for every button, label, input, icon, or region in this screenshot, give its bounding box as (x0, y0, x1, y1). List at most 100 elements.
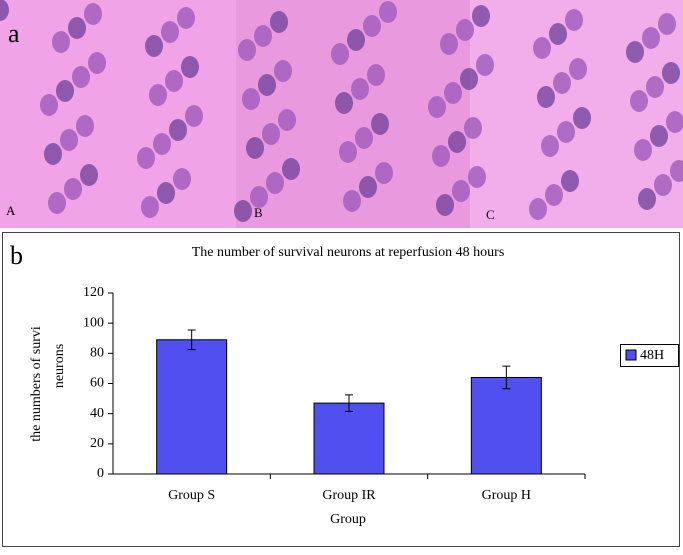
nucleus (662, 62, 680, 84)
nucleus (565, 9, 583, 31)
nucleus (638, 188, 656, 210)
nucleus (48, 192, 66, 214)
nucleus (68, 17, 86, 39)
legend-label: 48H (640, 348, 664, 363)
x-tick-label: Group IR (322, 488, 376, 503)
nucleus (76, 115, 94, 137)
nucleus (84, 3, 102, 25)
nucleus (464, 117, 482, 139)
nucleus (72, 66, 90, 88)
image-label: C (486, 207, 495, 222)
y-axis-label: the numbers of survi (29, 326, 44, 442)
nucleus (359, 176, 377, 198)
nucleus (181, 56, 199, 78)
y-tick-label: 60 (90, 376, 104, 391)
nucleus (371, 113, 389, 135)
nucleus (80, 164, 98, 186)
nucleus (432, 145, 450, 167)
nucleus (262, 123, 280, 145)
nucleus (137, 147, 155, 169)
nucleus (367, 64, 385, 86)
nucleus (278, 109, 296, 131)
nucleus (52, 31, 70, 53)
nucleus (472, 5, 490, 27)
nucleus (40, 94, 58, 116)
nucleus (630, 90, 648, 112)
bar (156, 339, 228, 475)
nucleus (456, 19, 474, 41)
x-tick-label: Group S (168, 488, 215, 503)
nucleus (347, 29, 365, 51)
nucleus (246, 137, 264, 159)
nucleus (335, 92, 353, 114)
nucleus (64, 178, 82, 200)
y-tick-label: 80 (90, 346, 104, 361)
nucleus (452, 180, 470, 202)
nucleus (165, 70, 183, 92)
nucleus (468, 166, 486, 188)
nucleus (339, 141, 357, 163)
chart-frame (2, 232, 680, 547)
nucleus (561, 170, 579, 192)
nucleus (153, 133, 171, 155)
nucleus (428, 96, 446, 118)
nucleus (444, 82, 462, 104)
nucleus (529, 198, 547, 220)
nucleus (573, 107, 591, 129)
nucleus (448, 131, 466, 153)
nucleus (185, 105, 203, 127)
image-label: A (6, 203, 16, 218)
image-label: B (254, 205, 263, 220)
nucleus (545, 184, 563, 206)
nucleus (149, 84, 167, 106)
nucleus (476, 54, 494, 76)
nucleus (177, 7, 195, 29)
nucleus (569, 58, 587, 80)
y-tick-label: 120 (83, 285, 104, 300)
nucleus (642, 27, 660, 49)
nucleus (646, 76, 664, 98)
y-tick-label: 20 (90, 436, 104, 451)
nucleus (282, 158, 300, 180)
x-tick-label: Group H (482, 488, 531, 503)
y-axis-label: neurons (52, 344, 67, 388)
nucleus (533, 37, 551, 59)
nucleus (145, 35, 163, 57)
nucleus (250, 186, 268, 208)
nucleus (254, 25, 272, 47)
nucleus (666, 111, 683, 133)
nucleus (44, 143, 62, 165)
legend-swatch (625, 349, 637, 361)
nucleus (355, 127, 373, 149)
nucleus (242, 88, 260, 110)
nucleus (331, 43, 349, 65)
nucleus (650, 125, 668, 147)
nucleus (440, 33, 458, 55)
nucleus (238, 39, 256, 61)
nucleus (343, 190, 361, 212)
nucleus (460, 68, 478, 90)
nucleus (537, 86, 555, 108)
error-bar (502, 365, 511, 390)
nucleus (88, 52, 106, 74)
nucleus (379, 1, 397, 23)
nucleus (626, 41, 644, 63)
error-bar (187, 329, 196, 351)
nucleus (56, 80, 74, 102)
nucleus (141, 196, 159, 218)
nucleus (557, 121, 575, 143)
x-axis-label: Group (330, 512, 366, 527)
nucleus (541, 135, 559, 157)
nucleus (270, 11, 288, 33)
nucleus (351, 78, 369, 100)
nucleus (634, 139, 652, 161)
nucleus (658, 13, 676, 35)
nucleus (234, 200, 252, 222)
nucleus (258, 74, 276, 96)
nucleus (549, 23, 567, 45)
panel-label: b (10, 241, 23, 270)
nucleus (363, 15, 381, 37)
nucleus (436, 194, 454, 216)
nucleus (173, 168, 191, 190)
